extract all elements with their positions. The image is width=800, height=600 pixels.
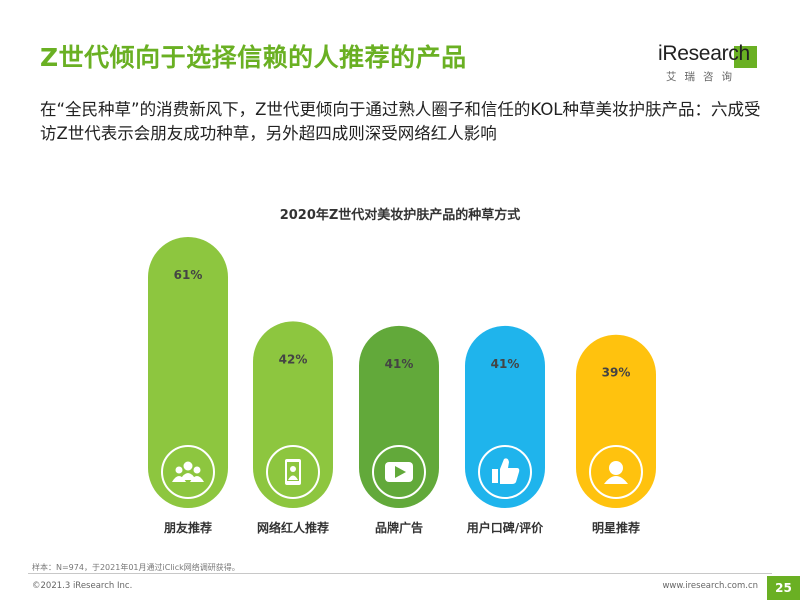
smartphone-person-icon (285, 459, 301, 485)
category-label: 品牌广告 (375, 520, 423, 535)
page-number: 25 (767, 576, 800, 600)
thumbs-up-icon (492, 458, 520, 484)
iresearch-logo: iResearch 艾瑞咨询 (658, 42, 768, 83)
website-link[interactable]: www.iresearch.com.cn (662, 581, 758, 591)
category-label: 朋友推荐 (163, 520, 212, 535)
data-label: 61% (174, 268, 203, 282)
icon-ring (372, 445, 426, 499)
people-group-icon (172, 461, 204, 482)
play-video-icon (385, 462, 413, 482)
icon-ring (589, 445, 643, 499)
bar (465, 325, 545, 508)
icon-ring (266, 445, 320, 499)
data-label: 39% (602, 366, 631, 380)
logo-wordmark: iResearch (658, 42, 750, 65)
logo-tagline: 艾瑞咨询 (666, 71, 740, 83)
slide-subtitle: 在“全民种草”的消费新风下，Z世代更倾向于通过熟人圈子和信任的KOL种草美妆护肤… (40, 100, 761, 143)
data-label: 42% (279, 352, 308, 366)
bar (253, 321, 333, 508)
data-label: 41% (491, 357, 520, 371)
category-label: 用户口碑/评价 (466, 520, 544, 535)
logo-accent-bar (734, 46, 757, 68)
person-badge-icon (604, 461, 628, 484)
icon-ring (161, 445, 215, 499)
copyright-text: ©2021.3 iResearch Inc. (32, 581, 133, 591)
bar (359, 325, 439, 508)
category-label: 网络红人推荐 (257, 520, 329, 535)
category-label: 明星推荐 (592, 520, 640, 535)
source-note: 样本：N=974，于2021年01月通过iClick网络调研获得。 (32, 563, 240, 572)
icon-ring (478, 445, 532, 499)
data-label: 41% (385, 357, 414, 371)
bar (576, 334, 656, 508)
slide-title: Z世代倾向于选择信赖的人推荐的产品 (40, 43, 467, 72)
chart-title: 2020年Z世代对美妆护肤产品的种草方式 (279, 208, 521, 223)
footer-divider (28, 573, 772, 574)
bar-chart: 61% 朋友推荐 42% 网络红人推荐 41% 品牌广告 41% 用户口碑/评价 39% 明星推荐 (148, 237, 656, 535)
bar (148, 237, 228, 508)
